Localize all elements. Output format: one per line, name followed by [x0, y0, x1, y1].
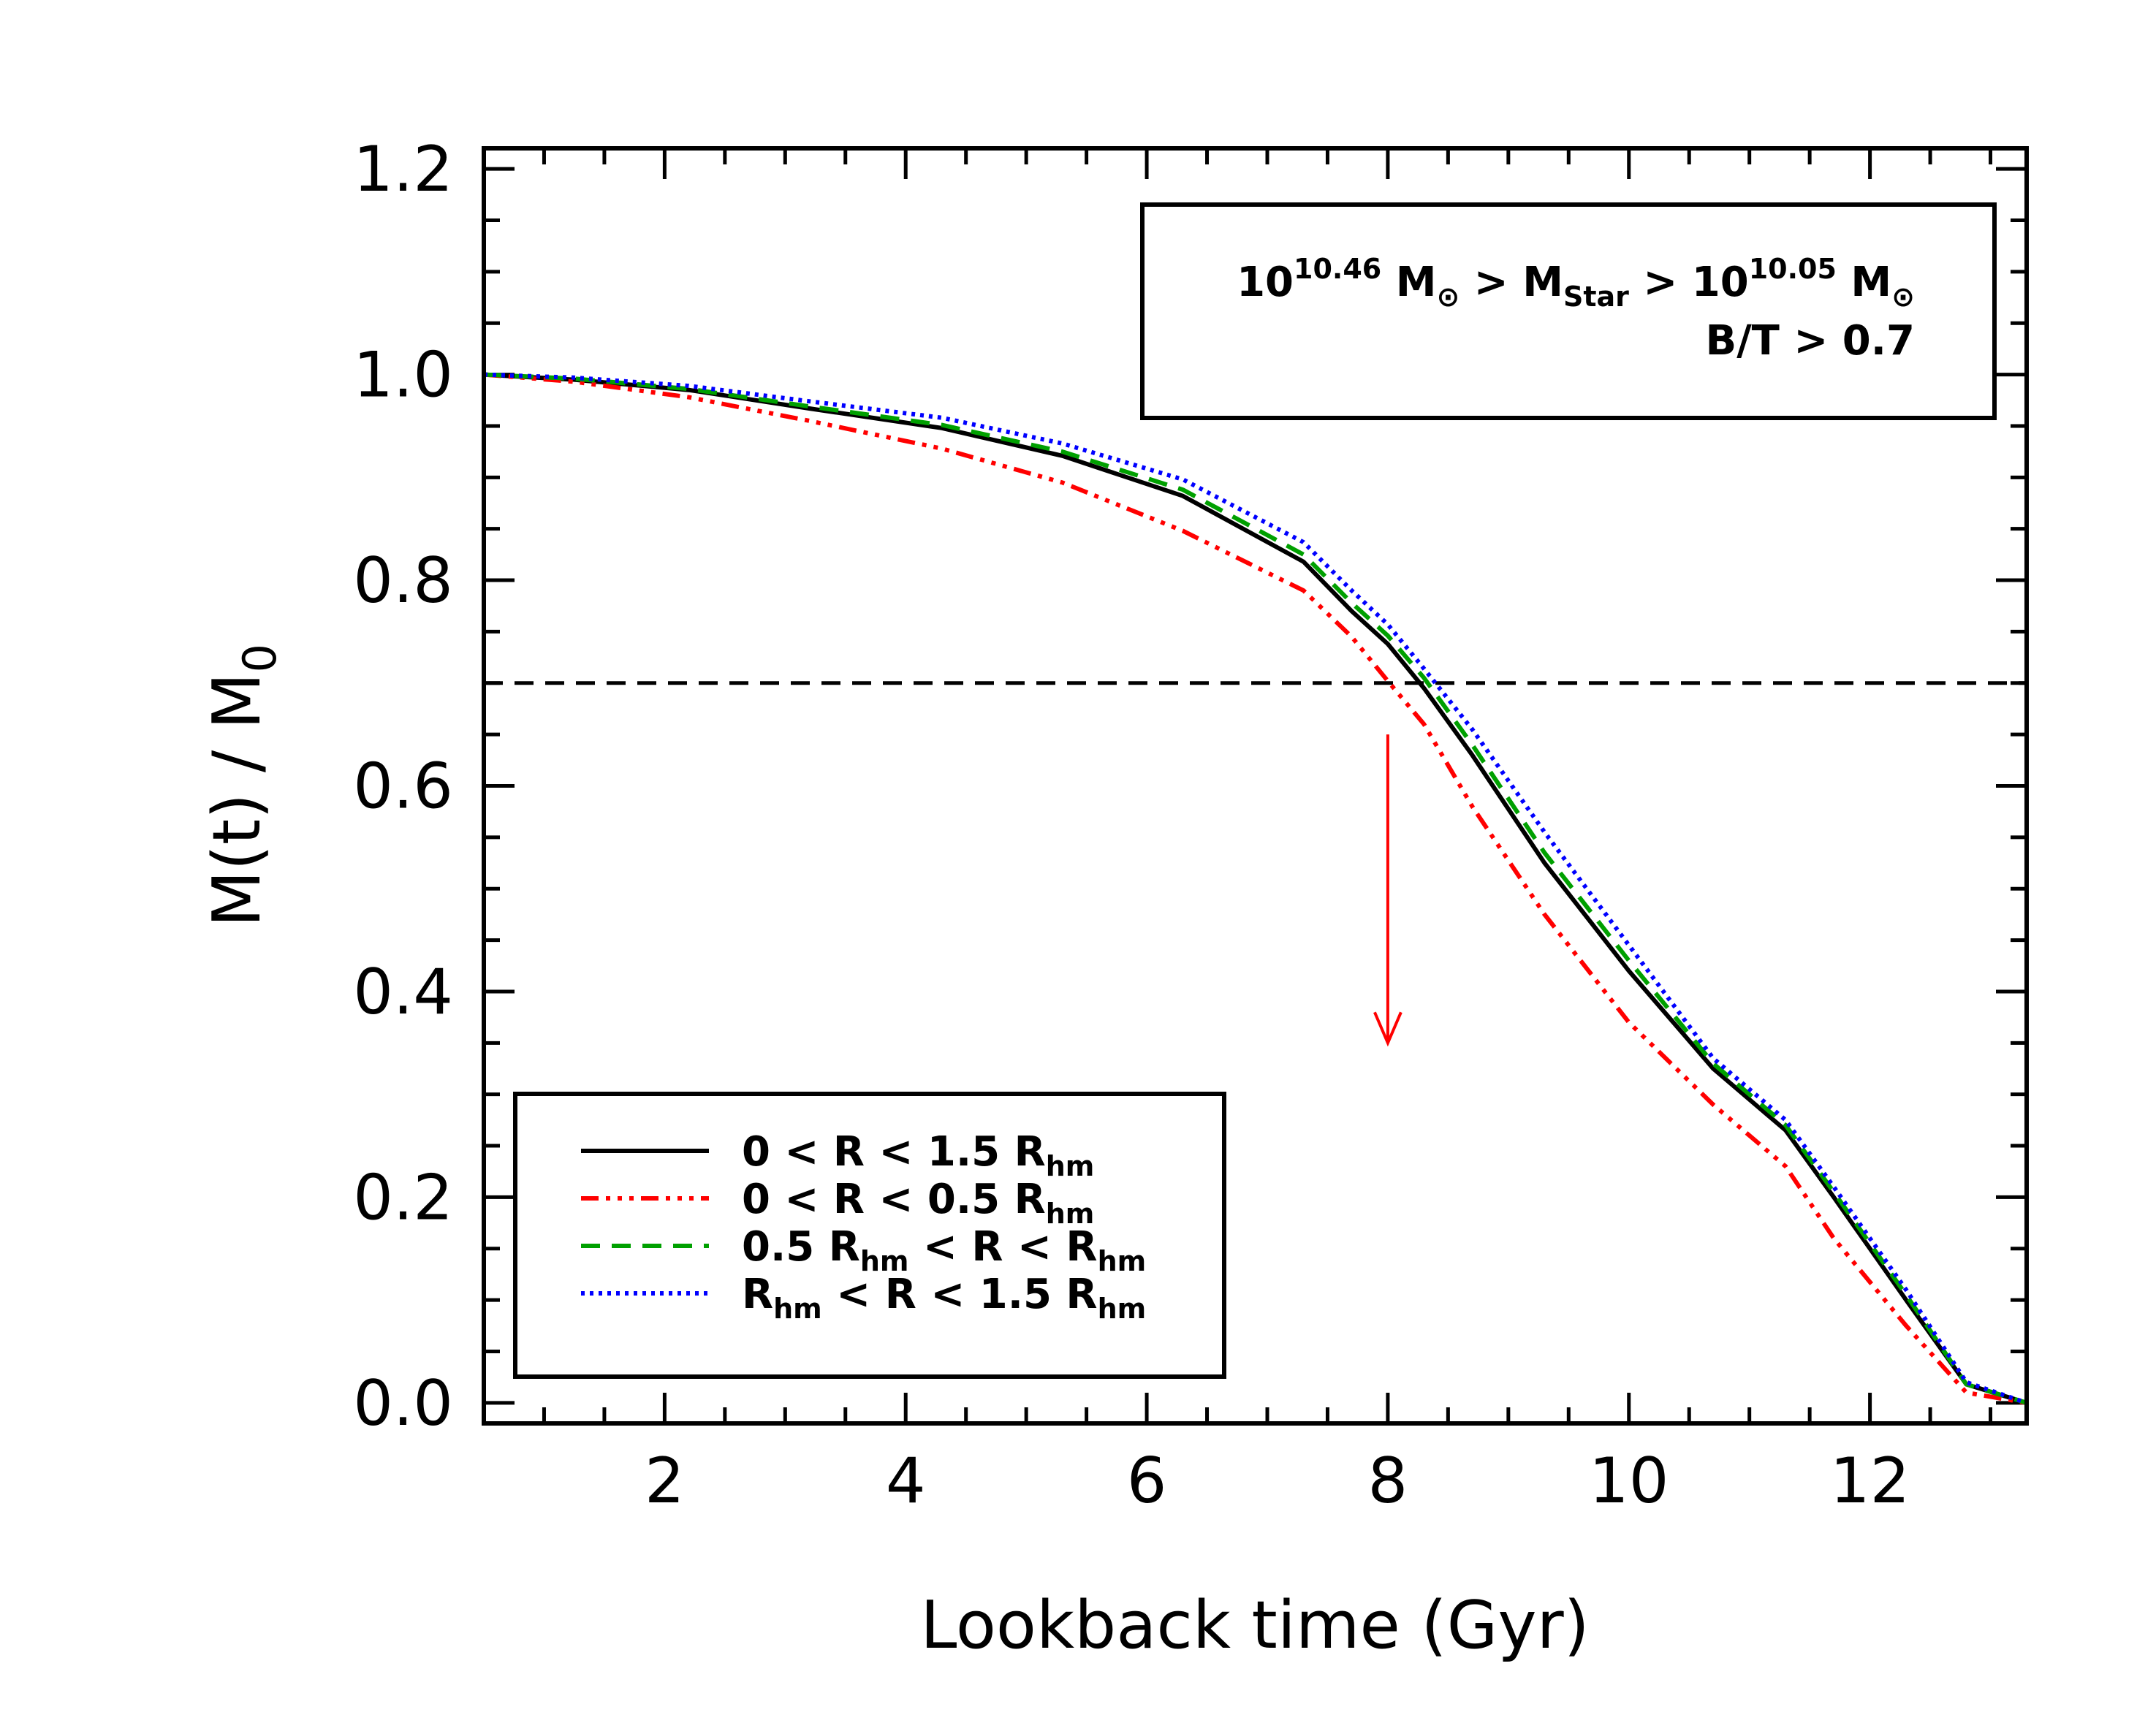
info-p1: 10 [1237, 259, 1294, 306]
legend-label-part: hm [1046, 1150, 1095, 1182]
info-box: 1010.46 M⊙ > MStar > 1010.05 M⊙ B/T > 0.… [1140, 202, 1997, 420]
legend-label-part: < R < R [908, 1223, 1097, 1271]
info-s5: ⊙ [1891, 281, 1915, 313]
x-tick-label: 6 [1127, 1445, 1167, 1518]
legend-frame [513, 1092, 1226, 1379]
series-line-3 [483, 372, 2027, 1405]
info-e1: 10.46 [1294, 253, 1381, 285]
legend-label-part: hm [860, 1245, 909, 1277]
info-box-frame [1140, 202, 1997, 420]
legend-label-part: R [742, 1271, 773, 1318]
y-axis-title: M(t) / M0 [199, 644, 286, 927]
legend-label-3: Rhm < R < 1.5 Rhm [742, 1271, 1146, 1325]
legend-label-2: 0.5 Rhm < R < Rhm [742, 1223, 1146, 1277]
y-tick-label: 0.6 [353, 750, 453, 824]
x-axis-title: Lookback time (Gyr) [920, 1587, 1589, 1664]
info-p4: > 10 [1629, 259, 1749, 306]
info-p5: M [1837, 259, 1891, 306]
legend-label-part: < R < 1.5 R [822, 1271, 1098, 1318]
y-tick-label: 0.4 [353, 956, 453, 1029]
y-axis-title-main: M(t) / M [199, 673, 276, 927]
y-tick-label: 0.8 [353, 544, 453, 617]
legend-label-part: 0 < R < 1.5 R [742, 1128, 1046, 1176]
legend-label-part: hm [773, 1293, 822, 1325]
x-tick-label: 2 [645, 1445, 685, 1518]
info-box-mass-range: 1010.46 M⊙ > MStar > 1010.05 M⊙ [1237, 253, 1915, 313]
legend-label-part: 0 < R < 0.5 R [742, 1176, 1046, 1223]
x-tick-label: 10 [1589, 1445, 1669, 1518]
legend-label-1: 0 < R < 0.5 Rhm [742, 1176, 1094, 1230]
legend-label-part: 0.5 R [742, 1223, 860, 1271]
info-box-bt-ratio: B/T > 0.7 [1706, 317, 1915, 365]
series-line-0 [483, 372, 2027, 1405]
y-tick-label: 0.0 [353, 1367, 453, 1440]
plot-frame [482, 146, 2029, 1426]
info-p2: M [1381, 259, 1436, 306]
x-tick-label: 8 [1368, 1445, 1408, 1518]
info-p3: > M [1460, 259, 1563, 306]
legend-label-0: 0 < R < 1.5 Rhm [742, 1128, 1094, 1182]
info-s3: Star [1563, 281, 1629, 313]
series-line-2 [483, 372, 2027, 1405]
y-axis-title-sub: 0 [233, 644, 286, 672]
info-s2: ⊙ [1436, 281, 1460, 313]
ticks-layer: 2 4 6 8 10 12 0.0 0.2 0.4 0.6 0.8 1.0 1.2 [353, 133, 2027, 1518]
arrow-layer [1373, 734, 1402, 1047]
x-tick-label: 12 [1830, 1445, 1910, 1518]
series-layer [483, 372, 2027, 1405]
series-line-1 [483, 372, 2027, 1405]
x-tick-label: 4 [886, 1445, 926, 1518]
legend-label-part: hm [1098, 1293, 1147, 1325]
legend-label-part: hm [1046, 1198, 1095, 1230]
arrow-head [1373, 1011, 1402, 1047]
y-tick-label: 1.0 [353, 339, 453, 412]
legend-label-part: hm [1098, 1245, 1147, 1277]
y-tick-label: 0.2 [353, 1161, 453, 1234]
y-tick-label: 1.2 [353, 133, 453, 206]
info-e4: 10.05 [1749, 253, 1837, 285]
